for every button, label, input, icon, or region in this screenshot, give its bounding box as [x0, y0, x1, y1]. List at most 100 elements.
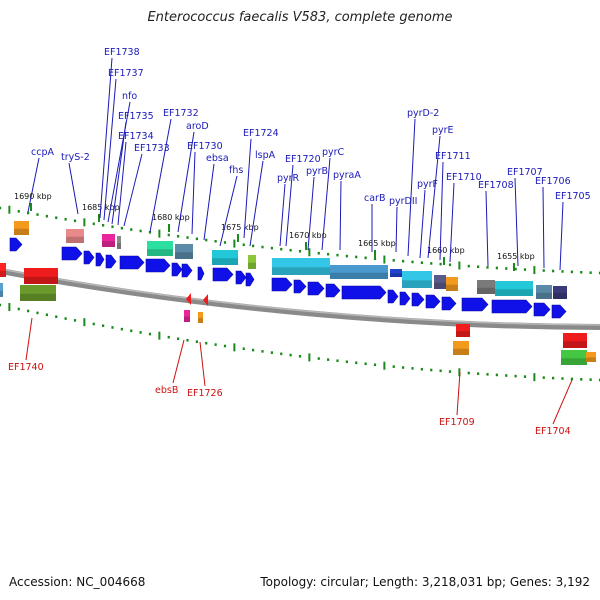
- gene-label-EF1720[interactable]: EF1720: [285, 154, 321, 165]
- accession-label: Accession: NC_004668: [9, 575, 146, 589]
- feature-block: [147, 241, 173, 256]
- gene-label-ccpA[interactable]: ccpA: [31, 147, 54, 158]
- feature-block-shade: [0, 290, 3, 297]
- gene-arrows: [9, 237, 567, 319]
- gene-leader-line: [68, 162, 79, 215]
- feature-block-shade: [390, 273, 402, 277]
- gene-label-EF1733[interactable]: EF1733: [134, 143, 170, 154]
- gene-label-fhs[interactable]: fhs: [229, 165, 243, 176]
- gene-leader-line: [243, 138, 252, 239]
- gene-arrow: [325, 283, 341, 298]
- feature-block: [212, 250, 238, 265]
- gene-label-pyraA[interactable]: pyraA: [333, 170, 361, 181]
- gene-label-ebsa[interactable]: ebsa: [206, 153, 229, 164]
- gene-arrow: [491, 299, 533, 314]
- gene-arrow: [341, 285, 387, 300]
- gene-label-EF1707[interactable]: EF1707: [507, 167, 543, 178]
- gene-arrow: [171, 262, 183, 277]
- gene-arrow: [533, 302, 551, 317]
- gene-label-tryS-2[interactable]: tryS-2: [61, 152, 90, 163]
- gene-label-EF1724[interactable]: EF1724: [243, 128, 279, 139]
- gene-label-pyrR[interactable]: pyrR: [277, 173, 300, 184]
- reverse-arrowhead: [186, 293, 191, 305]
- feature-block-shade: [495, 289, 533, 296]
- gene-label-carB[interactable]: carB: [364, 193, 385, 204]
- gene-label-EF1734[interactable]: EF1734: [118, 131, 154, 142]
- gene-label-pyrE[interactable]: pyrE: [432, 125, 454, 136]
- feature-block: [561, 350, 587, 365]
- gene-label-nfo[interactable]: nfo: [122, 91, 137, 102]
- gene-label-aroD[interactable]: aroD: [186, 121, 209, 132]
- gene-leader-line: [191, 151, 196, 235]
- gene-label-EF1709[interactable]: EF1709: [439, 417, 475, 428]
- gene-label-EF1706[interactable]: EF1706: [535, 176, 571, 187]
- gene-arrow: [9, 237, 23, 252]
- feature-block: [184, 310, 190, 322]
- gene-leader-line: [485, 190, 489, 267]
- feature-block-shade: [248, 262, 256, 269]
- feature-block-shade: [20, 293, 56, 301]
- gene-arrow: [197, 266, 205, 281]
- feature-block: [563, 333, 587, 348]
- gene-arrow: [399, 291, 411, 306]
- feature-block-shade: [446, 284, 458, 291]
- gene-label-EF1740[interactable]: EF1740: [8, 362, 44, 373]
- gene-arrow: [293, 279, 307, 294]
- feature-block-shade: [102, 241, 115, 247]
- gene-leader-line: [199, 341, 206, 387]
- gene-arrow: [95, 252, 105, 267]
- gene-leader-line: [439, 161, 444, 261]
- gene-label-EF1705[interactable]: EF1705: [555, 191, 591, 202]
- feature-block-shade: [66, 236, 84, 243]
- gene-leader-line: [339, 180, 342, 251]
- feature-block: [402, 271, 432, 288]
- gene-label-EF1738[interactable]: EF1738: [104, 47, 140, 58]
- feature-block-shade: [402, 280, 432, 288]
- gene-leader-line: [219, 175, 238, 247]
- feature-block: [175, 244, 193, 259]
- gene-label-lspA[interactable]: lspA: [255, 150, 276, 161]
- gene-arrow: [83, 250, 95, 265]
- feature-block-shade: [536, 292, 552, 299]
- gene-leader-line: [177, 131, 195, 233]
- gene-label-EF1737[interactable]: EF1737: [108, 68, 144, 79]
- gene-label-pyrB[interactable]: pyrB: [306, 166, 328, 177]
- feature-block-shade: [434, 282, 446, 289]
- gene-leader-line: [149, 118, 172, 233]
- gene-label-ebsB[interactable]: ebsB: [155, 385, 178, 396]
- gene-leader-line: [559, 201, 564, 271]
- scale-label: 1655 kbp: [497, 252, 535, 261]
- gene-label-EF1708[interactable]: EF1708: [478, 180, 514, 191]
- scale-label: 1665 kbp: [358, 239, 396, 248]
- gene-label-pyrD-2[interactable]: pyrD-2: [407, 108, 439, 119]
- feature-block-shade: [453, 348, 469, 355]
- gene-label-EF1710[interactable]: EF1710: [446, 172, 482, 183]
- genome-backbone-highlight: [0, 268, 600, 326]
- gene-leader-line: [449, 182, 455, 263]
- gene-label-pyrC[interactable]: pyrC: [322, 147, 345, 158]
- map-title: Enterococcus faecalis V583, complete gen…: [147, 10, 453, 25]
- feature-block: [495, 281, 533, 296]
- gene-label-EF1726[interactable]: EF1726: [187, 388, 223, 399]
- feature-block-shade: [586, 357, 596, 362]
- gene-leader-line: [99, 57, 113, 219]
- feature-block-shade: [24, 276, 58, 284]
- gene-leader-line: [203, 163, 215, 241]
- scale-label: 1690 kbp: [14, 192, 52, 201]
- gene-label-EF1735[interactable]: EF1735: [118, 111, 154, 122]
- gene-arrow: [387, 289, 399, 304]
- gene-leader-line: [107, 101, 131, 223]
- feature-block: [14, 221, 29, 235]
- feature-block: [248, 255, 256, 269]
- gene-label-EF1730[interactable]: EF1730: [187, 141, 223, 152]
- feature-block-shade: [0, 270, 6, 277]
- gene-label-EF1704[interactable]: EF1704: [535, 426, 571, 437]
- scale-label: 1670 kbp: [289, 231, 327, 240]
- gene-label-EF1732[interactable]: EF1732: [163, 108, 199, 119]
- gene-label-pyrDII[interactable]: pyrDII: [389, 196, 417, 207]
- gene-label-EF1711[interactable]: EF1711: [435, 151, 471, 162]
- feature-block-shade: [14, 228, 29, 235]
- gene-label-pyrF[interactable]: pyrF: [417, 179, 438, 190]
